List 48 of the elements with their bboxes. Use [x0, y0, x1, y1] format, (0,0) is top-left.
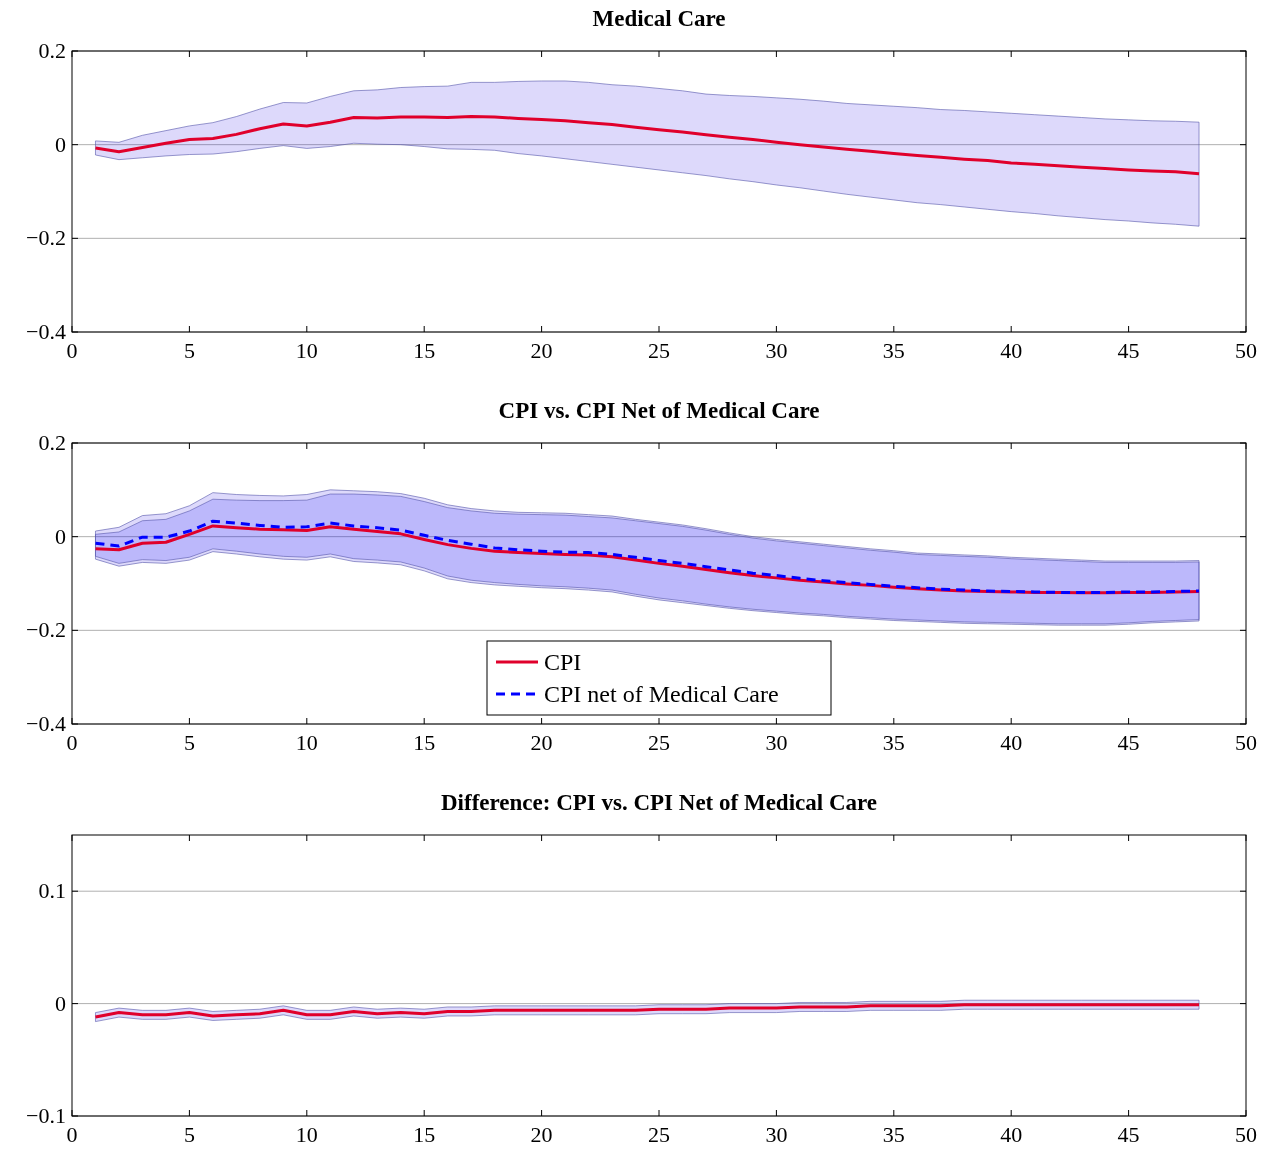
y-tick-label: −0.2	[26, 225, 66, 251]
x-tick-label: 20	[530, 730, 553, 755]
x-tick-label: 25	[648, 1122, 670, 1147]
x-tick-label: 30	[765, 1122, 788, 1147]
y-tick-label: −0.1	[26, 1103, 66, 1128]
x-tick-label: 10	[295, 338, 318, 363]
x-tick-label: 10	[295, 1122, 318, 1147]
x-tick-label: 50	[1235, 338, 1257, 363]
x-tick-label: 20	[530, 1122, 553, 1147]
line-series	[93, 115, 1201, 176]
y-tick-label: 0	[55, 523, 66, 549]
x-tick-label: 5	[183, 1122, 195, 1147]
x-tick-label: 15	[413, 338, 436, 363]
x-tick-label: 5	[183, 730, 195, 755]
x-tick-label: 35	[882, 1122, 905, 1147]
x-tick-label: 35	[882, 338, 905, 363]
x-tick-label: 25	[648, 730, 670, 755]
y-tick-label: 0	[55, 131, 66, 157]
y-tick-label: 0.1	[38, 878, 66, 904]
y-tick-label: −0.4	[26, 711, 66, 736]
x-tick-label: 15	[413, 1122, 436, 1147]
y-tick-label: 0	[55, 990, 66, 1016]
x-tick-label: 20	[530, 338, 553, 363]
x-tick-label: 15	[413, 730, 436, 755]
x-tick-label: 40	[1000, 1122, 1023, 1147]
y-tick-label: 0.2	[38, 430, 66, 455]
y-tick-label: −0.4	[26, 319, 66, 344]
chart-title: Medical Care	[592, 6, 726, 31]
x-tick-label: 30	[765, 338, 788, 363]
x-tick-label: 25	[648, 338, 670, 363]
line-series	[93, 1003, 1201, 1019]
x-tick-label: 40	[1000, 338, 1023, 363]
chart-title: Difference: CPI vs. CPI Net of Medical Care	[440, 790, 878, 815]
legend-label: CPI net of Medical Care	[544, 681, 779, 707]
y-tick-label: −0.2	[26, 617, 66, 643]
x-tick-label: 40	[1000, 730, 1023, 755]
legend-label: CPI	[544, 649, 582, 675]
x-tick-label: 45	[1117, 730, 1140, 755]
x-tick-label: 45	[1117, 1122, 1140, 1147]
x-tick-label: 10	[295, 730, 318, 755]
x-tick-label: 50	[1235, 1122, 1257, 1147]
x-tick-label: 50	[1235, 730, 1257, 755]
x-tick-label: 35	[882, 730, 905, 755]
chart-title: CPI vs. CPI Net of Medical Care	[498, 398, 820, 423]
y-tick-label: 0.2	[38, 38, 66, 63]
x-tick-label: 45	[1117, 338, 1140, 363]
x-tick-label: 5	[183, 338, 195, 363]
x-tick-label: 30	[765, 730, 788, 755]
